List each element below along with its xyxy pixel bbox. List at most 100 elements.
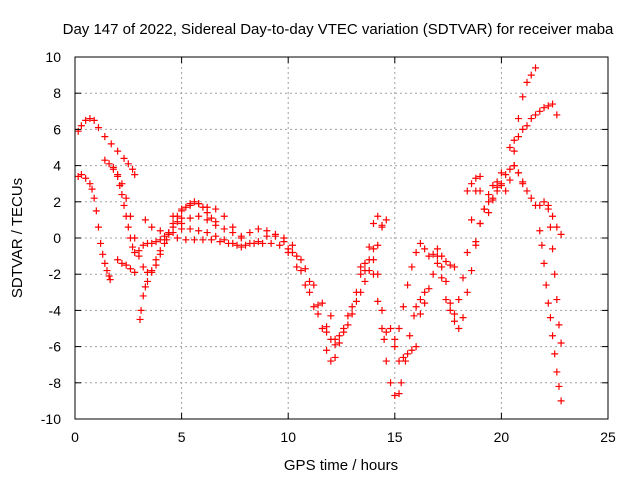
data-point — [141, 283, 149, 291]
data-point — [404, 281, 412, 289]
data-point — [327, 312, 335, 320]
data-point — [502, 171, 510, 179]
y-tick-label: 10 — [45, 49, 61, 65]
x-tick-label: 0 — [71, 429, 79, 445]
data-point — [109, 163, 117, 171]
data-point — [485, 209, 493, 217]
data-point — [323, 323, 331, 331]
y-tick-label: -6 — [49, 339, 62, 355]
data-point — [212, 221, 220, 229]
x-axis-title: GPS time / hours — [284, 457, 398, 474]
data-point — [365, 256, 373, 264]
data-point — [527, 71, 535, 79]
y-tick-label: 0 — [53, 230, 61, 246]
data-point — [361, 277, 369, 285]
data-point — [136, 315, 144, 323]
data-point — [267, 239, 275, 247]
data-point — [391, 391, 399, 399]
data-point — [203, 229, 211, 237]
data-point — [395, 325, 403, 332]
data-point — [519, 125, 527, 133]
data-point — [122, 194, 130, 202]
data-point — [74, 172, 82, 180]
data-point — [438, 263, 446, 271]
x-tick-label: 10 — [280, 429, 296, 445]
data-point — [485, 198, 493, 206]
data-point — [101, 259, 109, 267]
data-point — [90, 194, 98, 202]
data-point — [549, 212, 557, 220]
data-point — [139, 292, 147, 300]
y-tick-label: -2 — [49, 266, 62, 282]
data-point — [421, 245, 429, 253]
x-tick-label: 25 — [600, 429, 616, 445]
data-point — [374, 270, 382, 278]
y-tick-label: 4 — [53, 158, 61, 174]
data-point — [412, 343, 420, 351]
data-point — [387, 379, 395, 387]
data-point — [551, 270, 559, 278]
data-point — [468, 180, 476, 188]
data-point — [135, 252, 143, 260]
data-point — [178, 205, 186, 213]
data-point — [463, 187, 471, 195]
data-point — [523, 187, 531, 195]
data-point — [527, 115, 535, 123]
data-point — [233, 241, 241, 249]
data-point — [114, 256, 122, 264]
data-point — [114, 147, 122, 155]
data-point — [118, 191, 126, 199]
data-point — [259, 239, 267, 247]
data-point — [220, 212, 228, 220]
data-point — [335, 339, 343, 347]
data-point — [546, 223, 554, 231]
data-point — [519, 93, 527, 101]
data-point — [212, 232, 220, 240]
data-point — [463, 288, 471, 296]
data-point — [553, 223, 561, 231]
x-tick-label: 20 — [494, 429, 510, 445]
data-point — [357, 263, 365, 271]
data-point — [401, 357, 409, 365]
data-point — [203, 216, 211, 224]
data-point — [207, 214, 215, 222]
data-point — [408, 263, 416, 271]
data-point — [220, 225, 228, 233]
data-point — [544, 102, 552, 110]
data-point — [120, 201, 128, 209]
data-point — [254, 238, 262, 246]
axes: 0 5 10 15 20 25 -10 -8 -6 -4 -2 0 2 4 6 8 10 — [41, 49, 616, 445]
data-point — [557, 339, 565, 347]
data-point — [105, 160, 113, 168]
data-point — [178, 220, 186, 228]
data-point — [510, 136, 518, 144]
data-point — [327, 335, 335, 343]
data-point — [237, 243, 245, 251]
data-point — [77, 171, 85, 179]
data-point — [225, 239, 233, 247]
data-point — [514, 169, 522, 177]
data-point — [536, 227, 544, 235]
data-point — [438, 274, 446, 282]
data-point — [344, 321, 352, 329]
data-point — [220, 236, 228, 244]
data-point — [161, 232, 169, 240]
data-point — [348, 303, 356, 311]
data-point — [433, 245, 441, 253]
data-point — [510, 147, 518, 155]
data-point — [442, 296, 450, 304]
data-point — [433, 252, 441, 260]
data-point — [237, 234, 245, 242]
data-point — [544, 205, 552, 213]
data-point — [165, 230, 173, 238]
data-point — [421, 288, 429, 296]
data-point — [382, 357, 390, 365]
data-point — [557, 397, 565, 405]
data-point — [97, 239, 105, 247]
data-point — [101, 156, 109, 164]
data-point — [410, 312, 418, 320]
data-point — [540, 198, 548, 206]
data-point — [131, 268, 139, 276]
data-point — [137, 306, 145, 314]
data-point — [306, 288, 314, 296]
